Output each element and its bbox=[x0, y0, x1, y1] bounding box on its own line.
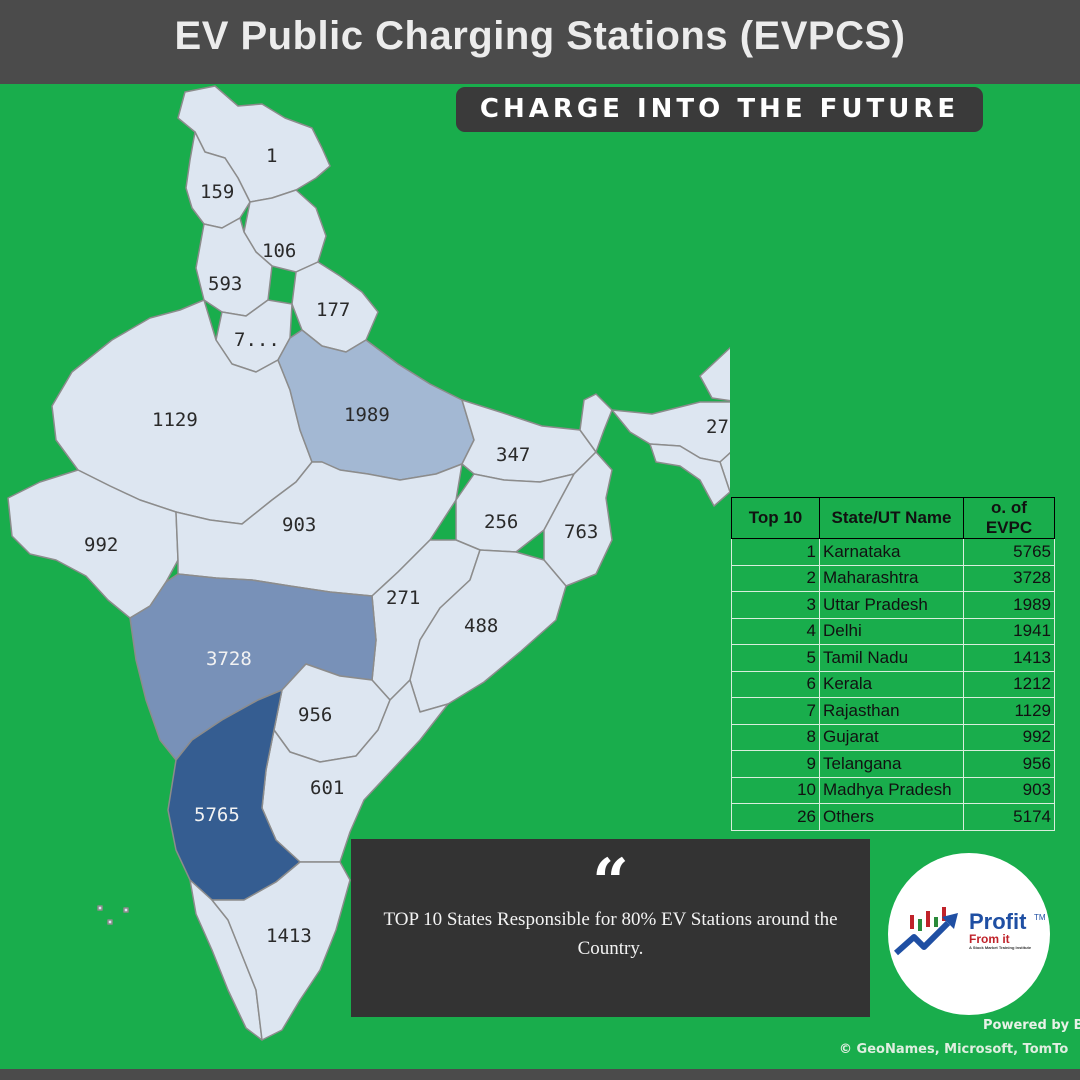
label-jharkhand: 256 bbox=[484, 511, 518, 533]
bottom-bar bbox=[0, 1069, 1080, 1080]
quote-box: “ TOP 10 States Responsible for 80% EV S… bbox=[351, 839, 870, 1017]
row-count: 1989 bbox=[963, 591, 1055, 619]
label-west-bengal: 763 bbox=[564, 521, 598, 543]
row-count: 1129 bbox=[963, 697, 1055, 725]
table-row: 4 Delhi 1941 bbox=[731, 617, 1055, 645]
label-andhra-pradesh: 601 bbox=[310, 777, 344, 799]
india-map: 1 159 106 593 177 7... 1129 1989 347 992… bbox=[7, 85, 730, 1041]
row-count: 1941 bbox=[963, 617, 1055, 645]
region-meghalaya[interactable] bbox=[649, 443, 730, 507]
row-state: Rajasthan bbox=[819, 697, 964, 725]
table-row: 3 Uttar Pradesh 1989 bbox=[731, 591, 1055, 619]
row-rank: 10 bbox=[731, 776, 820, 804]
region-arunachal-pradesh[interactable] bbox=[699, 332, 730, 402]
table-header-row: Top 10 State/UT Name o. of EVPC bbox=[731, 497, 1055, 539]
row-count: 1413 bbox=[963, 644, 1055, 672]
table-header-count: o. of EVPC bbox=[963, 497, 1055, 539]
label-ladakh: 1 bbox=[266, 145, 277, 167]
row-rank: 8 bbox=[731, 723, 820, 751]
label-assam: 276 bbox=[706, 416, 730, 438]
label-haryana-delhi: 7... bbox=[234, 329, 280, 351]
row-rank: 4 bbox=[731, 617, 820, 645]
row-rank: 7 bbox=[731, 697, 820, 725]
label-jammu-kashmir: 159 bbox=[200, 181, 234, 203]
region-lakshadweep[interactable] bbox=[97, 905, 129, 925]
row-state: Others bbox=[819, 803, 964, 831]
logo-text: Profit From it A Stock Market Training I… bbox=[969, 911, 1031, 951]
region-tamil-nadu[interactable] bbox=[211, 861, 351, 1041]
row-state: Karnataka bbox=[819, 538, 964, 566]
copyright-text: © GeoNames, Microsoft, TomTo bbox=[839, 1042, 1069, 1057]
label-bihar: 347 bbox=[496, 444, 530, 466]
quote-text: TOP 10 States Responsible for 80% EV Sta… bbox=[383, 909, 838, 959]
label-karnataka: 5765 bbox=[194, 804, 240, 826]
row-count: 903 bbox=[963, 776, 1055, 804]
table-row: 2 Maharashtra 3728 bbox=[731, 564, 1055, 592]
row-state: Madhya Pradesh bbox=[819, 776, 964, 804]
row-count: 1212 bbox=[963, 670, 1055, 698]
row-state: Gujarat bbox=[819, 723, 964, 751]
row-count: 5174 bbox=[963, 803, 1055, 831]
chart-arrow-icon bbox=[894, 907, 958, 956]
table-row: 26 Others 5174 bbox=[731, 803, 1055, 831]
table-row: 1 Karnataka 5765 bbox=[731, 538, 1055, 566]
region-bihar[interactable] bbox=[461, 399, 597, 483]
table-row: 5 Tamil Nadu 1413 bbox=[731, 644, 1055, 672]
row-rank: 3 bbox=[731, 591, 820, 619]
label-uttar-pradesh: 1989 bbox=[344, 404, 390, 426]
table-row: 9 Telangana 956 bbox=[731, 750, 1055, 778]
row-state: Maharashtra bbox=[819, 564, 964, 592]
label-gujarat: 992 bbox=[84, 534, 118, 556]
table-row: 6 Kerala 1212 bbox=[731, 670, 1055, 698]
region-punjab[interactable] bbox=[195, 217, 273, 317]
label-chhattisgarh: 271 bbox=[386, 587, 420, 609]
label-uttarakhand: 177 bbox=[316, 299, 350, 321]
row-rank: 6 bbox=[731, 670, 820, 698]
logo-subtitle: A Stock Market Training Institute bbox=[969, 945, 1032, 950]
quote-icon: “ bbox=[592, 845, 629, 920]
label-rajasthan: 1129 bbox=[152, 409, 198, 431]
table-row: 7 Rajasthan 1129 bbox=[731, 697, 1055, 725]
profit-from-it-logo[interactable]: Profit From it A Stock Market Training I… bbox=[888, 853, 1050, 1015]
region-west-bengal[interactable] bbox=[543, 451, 613, 587]
region-karnataka[interactable] bbox=[167, 689, 301, 901]
table-header-state: State/UT Name bbox=[819, 497, 964, 539]
table-row: 8 Gujarat 992 bbox=[731, 723, 1055, 751]
label-punjab: 593 bbox=[208, 273, 242, 295]
label-telangana: 956 bbox=[298, 704, 332, 726]
page-title: EV Public Charging Stations (EVPCS) bbox=[174, 14, 906, 58]
row-state: Telangana bbox=[819, 750, 964, 778]
title-bar bbox=[0, 0, 1080, 84]
row-rank: 5 bbox=[731, 644, 820, 672]
row-count: 5765 bbox=[963, 538, 1055, 566]
row-rank: 1 bbox=[731, 538, 820, 566]
row-rank: 2 bbox=[731, 564, 820, 592]
label-odisha: 488 bbox=[464, 615, 498, 637]
table-row: 10 Madhya Pradesh 903 bbox=[731, 776, 1055, 804]
row-rank: 9 bbox=[731, 750, 820, 778]
row-state: Uttar Pradesh bbox=[819, 591, 964, 619]
table-header-rank: Top 10 bbox=[731, 497, 820, 539]
label-maharashtra: 3728 bbox=[206, 648, 252, 670]
region-odisha[interactable] bbox=[409, 549, 567, 713]
row-state: Kerala bbox=[819, 670, 964, 698]
logo-brand2: From it bbox=[969, 932, 1010, 946]
row-rank: 26 bbox=[731, 803, 820, 831]
logo-brand: Profit bbox=[969, 909, 1027, 934]
row-state: Delhi bbox=[819, 617, 964, 645]
label-madhya-pradesh: 903 bbox=[282, 514, 316, 536]
label-tamil-nadu: 1413 bbox=[266, 925, 312, 947]
top10-table: Top 10 State/UT Name o. of EVPC 1 Karnata… bbox=[731, 497, 1055, 831]
label-himachal-pradesh: 106 bbox=[262, 240, 296, 262]
row-count: 3728 bbox=[963, 564, 1055, 592]
powered-by-text: Powered by Bi bbox=[982, 1018, 1080, 1033]
row-state: Tamil Nadu bbox=[819, 644, 964, 672]
logo-tm: TM bbox=[1034, 913, 1046, 922]
row-count: 956 bbox=[963, 750, 1055, 778]
row-count: 992 bbox=[963, 723, 1055, 751]
tagline-badge: CHARGE INTO THE FUTURE bbox=[456, 87, 983, 132]
